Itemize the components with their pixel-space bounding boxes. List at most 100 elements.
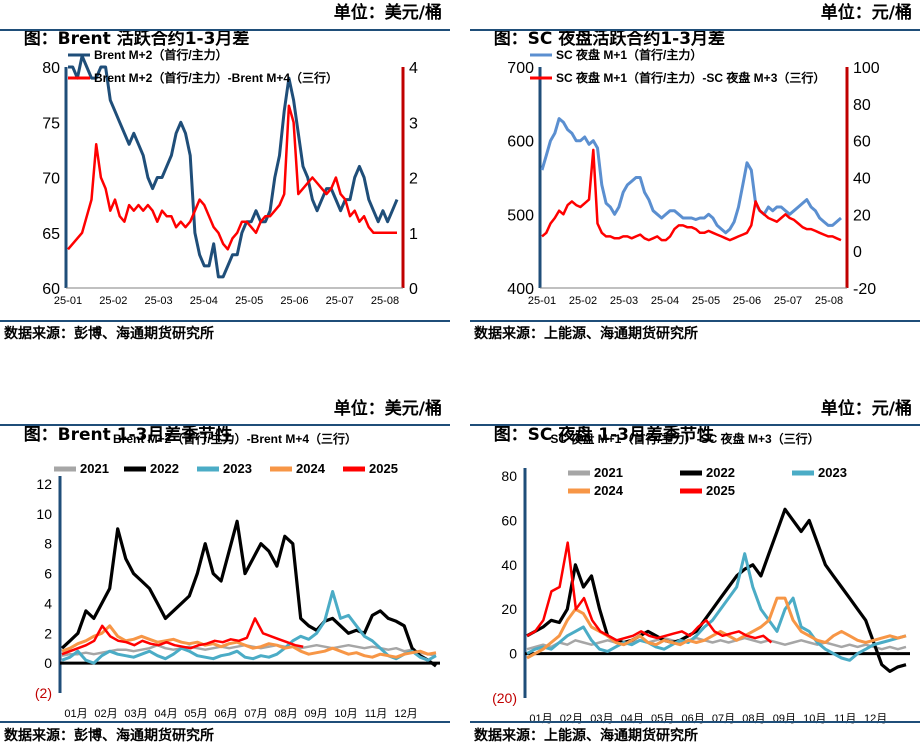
x-tick-label: 05月 — [184, 708, 207, 720]
x-tick-label: 25-03 — [610, 295, 638, 307]
series-line-2022 — [526, 507, 907, 673]
x-tick-label: 25-06 — [280, 295, 308, 307]
y-right-tick-label: 60 — [853, 134, 871, 151]
title-rule — [0, 29, 450, 31]
x-tick-label: 07月 — [712, 713, 735, 725]
legend-label: SC 夜盘 M+1（首行/主力） — [556, 47, 702, 62]
source-note: 数据来源：彭博、海通期货研究所 — [4, 326, 214, 342]
x-tick-label: 09月 — [773, 713, 796, 725]
chart-title: SC 夜盘 M+1（首行/主力）-SC 夜盘 M+3（三行） — [550, 431, 819, 446]
x-tick-label: 02月 — [94, 708, 117, 720]
sc-seasonal-panel: 图：SC 夜盘 1-3月差季节性 单位：元/桶 SC 夜盘 M+1（首行/主力）… — [470, 396, 920, 754]
x-tick-label: 03月 — [124, 708, 147, 720]
y-right-tick-label: 3 — [409, 115, 418, 132]
y-tick-label: 40 — [501, 557, 517, 573]
unit-label: 单位：元/桶 — [820, 399, 912, 419]
x-tick-label: 04月 — [621, 713, 644, 725]
y-right-tick-label: 0 — [853, 244, 862, 261]
x-tick-label: 12月 — [864, 713, 887, 725]
legend-label: 2024 — [296, 461, 326, 476]
series-line-primary — [540, 117, 842, 235]
sc-spread-panel: 图：SC 夜盘活跃合约1-3月差 单位：元/桶 400 500 600 700 -20 0… — [470, 0, 920, 350]
x-tick-label: 12月 — [394, 708, 417, 720]
unit-label: 单位：美元/桶 — [333, 3, 442, 23]
series-line-primary — [68, 54, 399, 279]
legend-label: 2021 — [594, 465, 623, 480]
y-right-tick-label: 100 — [853, 60, 880, 77]
legend-label: SC 夜盘 M+1（首行/主力）-SC 夜盘 M+3（三行） — [556, 70, 825, 85]
x-tick-label: 25-01 — [528, 295, 556, 307]
x-tick-label: 08月 — [274, 708, 297, 720]
x-tick-label: 25-07 — [774, 295, 802, 307]
x-tick-label: 10月 — [334, 708, 357, 720]
series-line-spread — [541, 148, 842, 242]
x-tick-label: 25-04 — [651, 295, 679, 307]
y-tick-label: 0 — [44, 655, 52, 671]
series-line-2023 — [61, 590, 437, 665]
y-tick-label: 8 — [44, 536, 52, 552]
title-rule — [470, 424, 920, 426]
x-tick-label: 06月 — [214, 708, 237, 720]
title-rule — [470, 29, 920, 31]
y-right-tick-label: 1 — [409, 226, 418, 243]
footer-rule — [0, 721, 450, 723]
legend-label: 2022 — [150, 461, 179, 476]
x-tick-label: 05月 — [651, 713, 674, 725]
panel-title-text: 图：SC 夜盘活跃合约1-3月差 — [493, 29, 726, 49]
x-tick-label: 25-01 — [54, 295, 82, 307]
legend-label: 2022 — [706, 465, 735, 480]
legend-label: Brent M+2（首行/主力） — [94, 47, 228, 62]
y-left-tick-label: 700 — [507, 60, 534, 77]
y-tick-label: 0 — [509, 646, 517, 662]
series-line-2024 — [61, 624, 437, 659]
source-note: 数据来源：上能源、海通期货研究所 — [474, 326, 698, 342]
y-tick-label: 10 — [36, 506, 52, 522]
legend-label: Brent M+2（首行/主力）-Brent M+4（三行） — [94, 70, 338, 85]
x-tick-label: 02月 — [560, 713, 583, 725]
y-left-tick-label: 600 — [507, 134, 534, 151]
x-tick-label: 01月 — [64, 708, 87, 720]
y-right-tick-label: 20 — [853, 207, 871, 224]
legend-label: 2023 — [818, 465, 847, 480]
panel-title-text: 图：SC 夜盘 1-3月差季节性 — [493, 425, 714, 445]
legend-label: 2024 — [594, 483, 624, 498]
y-left-tick-label: 80 — [42, 60, 60, 77]
unit-label: 单位：元/桶 — [820, 3, 912, 23]
legend-label: 2021 — [80, 461, 109, 476]
chart-title: Brent M+2（首行/主力）-Brent M+4（三行） — [113, 431, 357, 446]
x-tick-label: 01月 — [529, 713, 552, 725]
legend-label: 2023 — [223, 461, 252, 476]
legend-label: 2025 — [706, 483, 735, 498]
x-tick-label: 07月 — [244, 708, 267, 720]
footer-rule — [0, 320, 450, 322]
series-line-2025 — [61, 617, 304, 656]
x-tick-label: 10月 — [803, 713, 826, 725]
y-left-tick-label: 500 — [507, 207, 534, 224]
y-right-tick-label: 40 — [853, 171, 871, 188]
series-line-2025 — [526, 541, 773, 644]
brent-seasonal-panel: 图：Brent 1-3月差季节性 单位：美元/桶 Brent M+2（首行/主力… — [0, 396, 450, 754]
y-tick-label: 80 — [501, 468, 517, 484]
brent-spread-chart: 60 65 70 75 80 0 1 2 3 4 25-01 25-02 25-03 25-04 25-05… — [42, 47, 418, 307]
x-tick-label: 03月 — [590, 713, 613, 725]
x-tick-label: 25-04 — [190, 295, 218, 307]
y-left-tick-label: 400 — [507, 281, 534, 298]
y-tick-label: 20 — [501, 601, 517, 617]
x-tick-label: 25-07 — [326, 295, 354, 307]
brent-spread-panel: 图：Brent 活跃合约1-3月差 单位：美元/桶 60 65 70 75 80 0 1 2 3… — [0, 0, 450, 350]
unit-label: 单位：美元/桶 — [333, 399, 442, 419]
x-tick-label: 09月 — [304, 708, 327, 720]
x-tick-label: 11月 — [365, 708, 387, 720]
source-note: 数据来源：彭博、海通期货研究所 — [4, 728, 214, 744]
y-tick-label: 2 — [44, 625, 52, 641]
x-tick-label: 06月 — [681, 713, 704, 725]
y-left-tick-label: 65 — [42, 226, 60, 243]
footer-rule — [470, 320, 920, 322]
y-tick-label: (20) — [492, 690, 517, 706]
y-right-tick-label: 80 — [853, 97, 871, 114]
panel-title: 图：Brent 1-3月差季节性 单位：美元/桶 — [0, 396, 450, 445]
sc-spread-chart: 400 500 600 700 -20 0 20 40 60 80 100 25-01 25-02 25-… — [507, 47, 880, 307]
panel-title-text: 图：Brent 1-3月差季节性 — [23, 425, 233, 445]
x-tick-label: 25-05 — [235, 295, 263, 307]
series-line-2021 — [526, 636, 907, 651]
